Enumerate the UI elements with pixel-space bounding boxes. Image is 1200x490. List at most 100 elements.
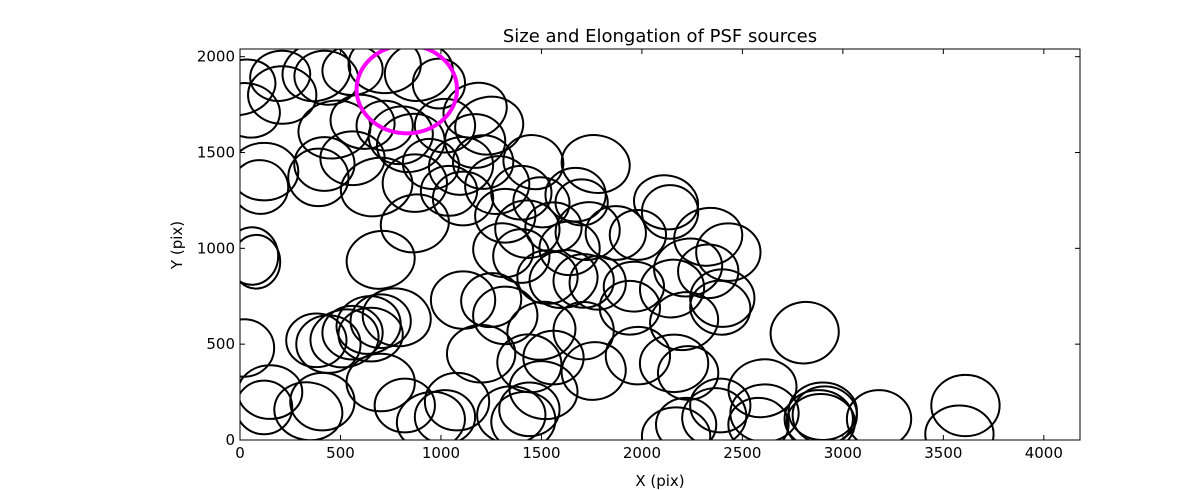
psf-source-ellipse: [602, 260, 666, 313]
ellipse-markers: [240, 49, 1001, 440]
psf-source-ellipse: [845, 389, 913, 440]
psf-source-ellipse: [560, 134, 631, 194]
psf-source-ellipse: [240, 364, 304, 420]
psf-source-ellipse: [411, 57, 467, 110]
psf-source-ellipse: [924, 404, 995, 440]
x-tick-label: 2000: [623, 444, 661, 462]
x-tick-label: 3000: [824, 444, 862, 462]
psf-source-ellipse: [552, 253, 615, 309]
y-tick-label: 1000: [197, 239, 235, 257]
x-tick-label: 1500: [522, 444, 560, 462]
psf-source-ellipse: [791, 385, 858, 440]
psf-source-ellipse: [695, 222, 762, 282]
psf-source-ellipse: [240, 141, 300, 202]
y-tick-label: 2000: [197, 48, 235, 66]
highlighted-source-ellipse: [354, 49, 460, 136]
psf-source-ellipse: [247, 65, 318, 125]
x-axis-ticks: 0 500 1000 1500 2000 2500 3000 3500 4000: [235, 49, 1063, 462]
psf-source-ellipse: [498, 381, 561, 438]
psf-source-ellipse: [554, 201, 621, 261]
psf-source-ellipse: [367, 105, 434, 166]
psf-source-ellipse: [598, 279, 661, 336]
psf-source-ellipse: [345, 229, 416, 290]
psf-source-ellipse: [287, 147, 350, 208]
psf-source-ellipse: [240, 226, 280, 286]
psf-source-ellipse: [677, 243, 740, 300]
psf-source-ellipse: [492, 228, 551, 284]
psf-source-ellipse: [608, 209, 668, 261]
psf-source-ellipse: [240, 233, 282, 290]
psf-source-ellipse: [401, 137, 460, 191]
psf-source-ellipse: [476, 385, 547, 440]
psf-source-ellipse: [349, 293, 412, 349]
psf-source-ellipse: [522, 329, 585, 386]
psf-source-ellipse: [560, 341, 627, 401]
psf-source-ellipse: [373, 377, 436, 434]
psf-source-ellipse: [568, 255, 627, 311]
psf-source-ellipse: [355, 99, 414, 152]
psf-source-ellipse: [240, 58, 277, 117]
psf-source-ellipse: [452, 134, 515, 190]
psf-source-ellipse: [538, 220, 601, 277]
psf-source-ellipse: [654, 396, 718, 440]
y-axis-label: Y (pix): [168, 221, 186, 270]
psf-source-ellipse: [472, 222, 535, 279]
psf-source-ellipse: [460, 272, 523, 329]
psf-source-ellipse: [727, 396, 790, 440]
y-axis-ticks: 0 500 1000 1500 2000: [197, 48, 1080, 449]
psf-source-ellipse: [413, 97, 477, 154]
psf-source-ellipse: [474, 187, 537, 244]
psf-source-ellipse: [249, 49, 312, 102]
x-tick-label: 2500: [723, 444, 761, 462]
psf-source-ellipse: [285, 312, 348, 369]
psf-source-ellipse: [604, 325, 672, 386]
psf-source-ellipse: [423, 371, 491, 432]
psf-source-ellipse: [638, 333, 710, 394]
psf-source-ellipse: [584, 205, 647, 261]
psf-source-ellipse: [681, 387, 748, 440]
psf-source-ellipse: [689, 377, 752, 434]
psf-source-ellipse: [930, 373, 1001, 438]
psf-source-ellipse: [727, 358, 798, 419]
chart-title: Size and Elongation of PSF sources: [503, 26, 817, 47]
psf-source-ellipse: [383, 49, 454, 102]
psf-source-ellipse: [769, 300, 840, 365]
y-tick-label: 500: [206, 335, 235, 353]
psf-source-ellipse: [689, 279, 752, 336]
psf-source-ellipse: [639, 258, 706, 319]
psf-source-ellipse: [508, 360, 579, 421]
psf-source-ellipse: [240, 379, 294, 436]
psf-source-ellipse: [516, 249, 579, 305]
psf-source-ellipse: [361, 287, 432, 348]
x-tick-label: 1000: [422, 444, 460, 462]
plot-frame: [239, 48, 1081, 441]
psf-source-ellipse: [689, 268, 756, 328]
psf-source-ellipse: [494, 199, 561, 259]
psf-source-ellipse: [240, 159, 290, 215]
y-tick-label: 1500: [197, 144, 235, 162]
psf-source-ellipse: [329, 93, 396, 150]
psf-source-ellipse: [413, 389, 477, 440]
psf-source-ellipse: [673, 206, 744, 267]
psf-source-ellipse: [345, 352, 416, 413]
psf-source-ellipse: [375, 112, 446, 174]
y-tick-label: 0: [225, 431, 235, 449]
psf-source-ellipse: [309, 308, 380, 369]
psf-source-ellipse: [381, 153, 448, 213]
psf-source-ellipse: [454, 95, 525, 156]
psf-source-ellipse: [337, 306, 404, 363]
psf-source-ellipse: [240, 82, 281, 139]
psf-source-ellipse: [339, 156, 414, 218]
psf-source-ellipse: [490, 390, 557, 440]
x-tick-label: 500: [326, 444, 355, 462]
psf-source-ellipse: [293, 136, 356, 192]
psf-source-ellipse: [649, 291, 720, 352]
x-tick-label: 3500: [924, 444, 962, 462]
psf-source-ellipse: [783, 389, 854, 440]
x-tick-label: 0: [235, 444, 245, 462]
x-tick-label: 4000: [1025, 444, 1063, 462]
psf-source-ellipse: [528, 249, 599, 309]
psf-source-ellipse: [379, 193, 450, 254]
psf-source-ellipse: [640, 184, 700, 240]
